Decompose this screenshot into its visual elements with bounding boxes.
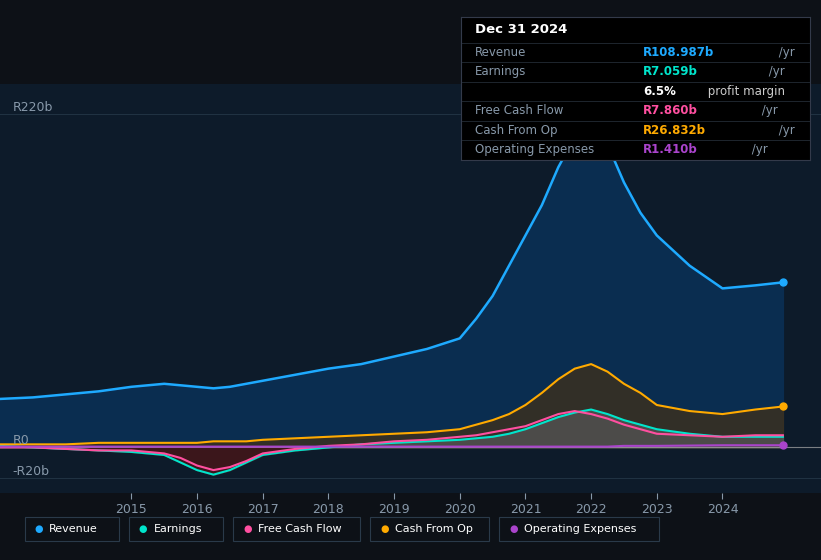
Text: R1.410b: R1.410b (643, 143, 698, 156)
Text: /yr: /yr (765, 66, 785, 78)
Text: 6.5%: 6.5% (643, 85, 676, 98)
Text: ●: ● (139, 524, 147, 534)
Text: /yr: /yr (748, 143, 768, 156)
Text: Operating Expenses: Operating Expenses (475, 143, 594, 156)
Text: Free Cash Flow: Free Cash Flow (475, 104, 564, 117)
Text: R7.059b: R7.059b (643, 66, 698, 78)
Text: -R20b: -R20b (12, 465, 49, 478)
Text: Cash From Op: Cash From Op (475, 124, 557, 137)
Text: R0: R0 (12, 435, 29, 447)
Text: Earnings: Earnings (154, 524, 202, 534)
Text: R108.987b: R108.987b (643, 46, 714, 59)
Text: R26.832b: R26.832b (643, 124, 706, 137)
Text: Free Cash Flow: Free Cash Flow (258, 524, 342, 534)
Text: profit margin: profit margin (704, 85, 785, 98)
Text: Cash From Op: Cash From Op (395, 524, 473, 534)
Text: Operating Expenses: Operating Expenses (524, 524, 636, 534)
Text: ●: ● (380, 524, 388, 534)
Text: Revenue: Revenue (475, 46, 527, 59)
Text: /yr: /yr (758, 104, 777, 117)
Text: Earnings: Earnings (475, 66, 527, 78)
Text: /yr: /yr (776, 124, 796, 137)
Text: ●: ● (34, 524, 43, 534)
Text: /yr: /yr (776, 46, 796, 59)
Text: Revenue: Revenue (49, 524, 98, 534)
Text: R220b: R220b (12, 101, 53, 114)
Text: R7.860b: R7.860b (643, 104, 698, 117)
Text: ●: ● (243, 524, 251, 534)
Text: ●: ● (509, 524, 517, 534)
Text: Dec 31 2024: Dec 31 2024 (475, 23, 568, 36)
